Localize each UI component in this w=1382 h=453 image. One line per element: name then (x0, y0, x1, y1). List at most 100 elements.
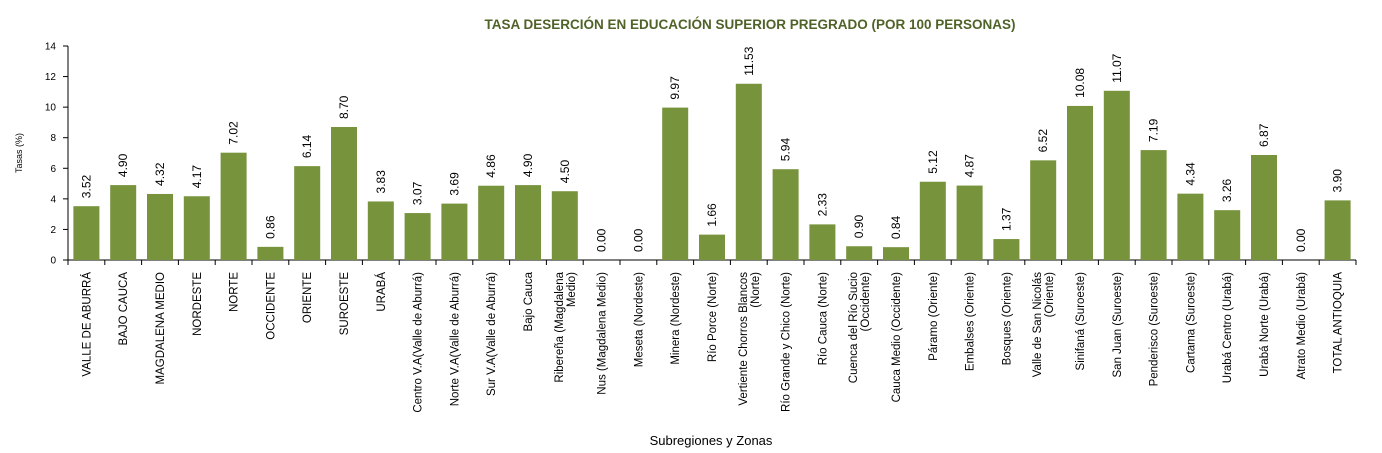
bar (294, 166, 321, 260)
category-label-line: San Juan (Suroeste) (1112, 272, 1124, 378)
bars-group (73, 83, 1351, 261)
category-label-line: Penderisco (Suroeste) (1149, 272, 1161, 387)
bar (367, 201, 394, 260)
y-tick-label: 14 (45, 42, 57, 53)
data-label: 3.90 (1331, 169, 1345, 193)
category-label: San Juan (Suroeste) (1112, 272, 1124, 378)
bar (846, 246, 873, 260)
bar (404, 213, 431, 260)
category-label-line: Bosques (Oriente) (1001, 272, 1013, 365)
data-label: 3.69 (447, 172, 461, 196)
data-label: 4.32 (153, 162, 167, 186)
category-label: Vertiente Chorros Blancos (Norte) (738, 272, 762, 406)
category-label-line: (Occidente) (860, 272, 872, 332)
category-label: Sinifaná (Suroeste) (1075, 272, 1087, 371)
data-label: 4.34 (1183, 162, 1197, 186)
bar (883, 247, 909, 260)
bar (1214, 210, 1241, 260)
category-label: NORDESTE (192, 272, 204, 336)
category-label: Meseta (Nordeste) (633, 272, 645, 367)
category-label-line: Cuenca del Río Sucio (848, 272, 860, 383)
category-label: Cuenca del Río Sucio (Occidente) (848, 272, 872, 383)
category-label-line: Río Grande y Chico (Norte) (781, 272, 793, 412)
data-label: 3.52 (79, 175, 93, 199)
category-label-line: Medio) (566, 272, 578, 307)
bar (1324, 200, 1351, 260)
category-label-line: MAGDALENA MEDIO (155, 272, 167, 385)
category-label-line: Vertiente Chorros Blancos (738, 272, 750, 406)
bar (1177, 193, 1204, 260)
category-label: BAJO CAUCA (118, 272, 130, 346)
y-tick-label: 4 (50, 194, 56, 205)
category-label-line: Valle de San Nicolás (1032, 272, 1044, 378)
category-label-line: Río Porce (Norte) (707, 272, 719, 362)
data-label: 3.26 (1220, 178, 1234, 202)
category-label: MAGDALENA MEDIO (155, 272, 167, 385)
category-label: Valle de San Nicolás (Oriente) (1032, 272, 1056, 378)
category-label: Ribereña (Magdalena Medio) (554, 271, 578, 382)
data-label: 0.90 (852, 215, 866, 239)
x-axis (67, 259, 1357, 265)
bar (1140, 150, 1167, 260)
category-label-line: Páramo (Oriente) (928, 272, 940, 361)
y-tick-label: 10 (45, 103, 57, 114)
category-label-line: Embalses (Oriente) (965, 272, 977, 371)
category-label: Atrato Medio (Urabá) (1296, 272, 1308, 380)
category-label: URABÁ (375, 272, 388, 312)
data-label: 5.94 (779, 138, 793, 162)
bar (441, 203, 468, 260)
data-label: 4.87 (963, 154, 977, 178)
data-label: 0.00 (631, 228, 645, 252)
data-label: 8.70 (337, 95, 351, 119)
data-label: 9.97 (668, 76, 682, 100)
category-label-line: Río Cauca (Norte) (817, 272, 829, 365)
data-label: 3.07 (411, 181, 425, 205)
category-label-line: OCCIDENTE (265, 272, 277, 340)
category-label: Río Cauca (Norte) (817, 272, 829, 365)
category-label-line: Sinifaná (Suroeste) (1075, 272, 1087, 371)
data-label: 2.33 (815, 193, 829, 217)
bar (662, 107, 689, 260)
y-tick-label: 6 (50, 164, 56, 175)
data-label: 11.53 (742, 46, 756, 75)
category-label-line: Bajo Cauca (523, 271, 535, 331)
category-label: Norte V.A(Valle de Aburrá) (449, 272, 461, 406)
category-label-line: NORDESTE (192, 272, 204, 336)
category-label-line: SUROESTE (339, 272, 351, 336)
category-label-line: Meseta (Nordeste) (633, 272, 645, 367)
data-label: 4.17 (190, 165, 204, 189)
category-label: VALLE DE ABURRÁ (80, 272, 93, 377)
category-label: Nus (Magdalena Medio) (597, 272, 609, 395)
data-label: 0.00 (1294, 228, 1308, 252)
category-label: NORTE (229, 272, 241, 312)
category-label-line: Atrato Medio (Urabá) (1296, 272, 1308, 380)
category-label: Sur V.A(Valle de Aburrá) (486, 272, 498, 396)
bar (735, 83, 762, 261)
bar (551, 191, 578, 260)
data-label: 11.07 (1110, 53, 1124, 82)
y-axis-title: Tasas (%) (14, 133, 24, 173)
bar (220, 152, 247, 260)
bar (331, 127, 357, 260)
category-label: Centro V.A(Valle de Aburrá) (413, 272, 425, 413)
data-label: 7.02 (227, 121, 241, 145)
data-label: 6.52 (1036, 129, 1050, 153)
category-label-line: URABÁ (375, 272, 388, 312)
category-label: Cartama (Suroeste) (1185, 272, 1197, 373)
y-tick-label: 0 (50, 256, 56, 267)
category-label-line: Cartama (Suroeste) (1185, 272, 1197, 373)
category-label-line: VALLE DE ABURRÁ (80, 272, 93, 377)
category-label-line: TOTAL ANTIOQUIA (1333, 272, 1345, 374)
y-axis: 0 2 4 6 8 10 12 14 (45, 42, 69, 267)
category-label: Río Porce (Norte) (707, 272, 719, 362)
category-label: Embalses (Oriente) (965, 272, 977, 371)
category-label-line: Minera (Nordeste) (670, 272, 682, 365)
category-label-line: Norte V.A(Valle de Aburrá) (449, 272, 461, 406)
bar (772, 169, 799, 260)
y-tick-label: 2 (50, 225, 56, 236)
bar (956, 185, 983, 260)
data-label: 6.87 (1257, 123, 1271, 147)
bar (73, 206, 100, 260)
category-label: TOTAL ANTIOQUIA (1333, 272, 1345, 374)
